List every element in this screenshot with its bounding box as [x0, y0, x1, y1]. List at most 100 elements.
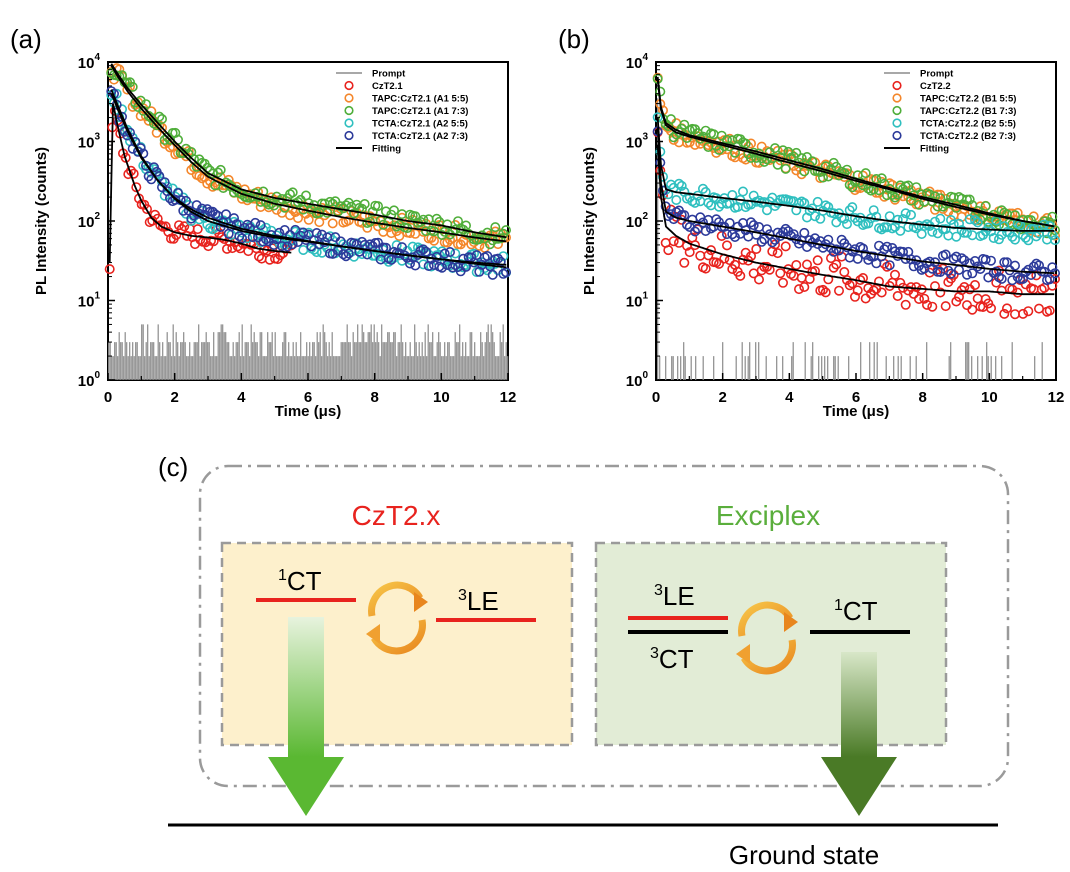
data-point — [213, 167, 224, 178]
data-point — [274, 197, 285, 208]
legend-swatch — [344, 118, 354, 128]
data-point — [716, 231, 727, 242]
data-point — [769, 201, 780, 212]
data-point — [940, 249, 951, 260]
data-point — [482, 251, 493, 262]
data-point — [900, 299, 911, 310]
exciplex-title: Exciplex — [716, 500, 820, 531]
data-point — [142, 204, 153, 215]
data-point — [157, 114, 168, 125]
fitting-line — [108, 103, 292, 263]
data-point — [127, 81, 138, 92]
data-point — [881, 241, 892, 252]
data-point — [689, 139, 700, 150]
data-point — [254, 251, 265, 262]
data-point — [847, 202, 858, 213]
isc-risc-cycle-right-icon — [736, 601, 798, 675]
legend-swatch — [344, 105, 354, 116]
data-point — [442, 219, 453, 230]
legend-label: TAPC:CzT2.1 (A1 7:3) — [372, 106, 468, 117]
data-point — [911, 282, 922, 293]
data-point — [490, 222, 501, 233]
y-tick-label: 104 — [78, 52, 101, 72]
data-point — [287, 187, 298, 198]
data-point — [905, 209, 916, 220]
data-point — [948, 219, 959, 230]
data-point — [418, 259, 429, 270]
data-point — [458, 236, 469, 247]
data-point — [956, 253, 967, 264]
data-point — [1001, 303, 1012, 314]
data-point — [756, 236, 767, 247]
data-point — [767, 237, 778, 248]
data-point — [841, 219, 852, 230]
legend-label: TCTA:CzT2.2 (B2 5:5) — [920, 119, 1016, 130]
left-1ct-label: 1CT — [278, 566, 322, 596]
data-point — [663, 245, 674, 256]
data-point — [831, 259, 842, 270]
data-point — [804, 205, 815, 216]
data-point — [788, 229, 799, 240]
legend-swatch — [892, 80, 902, 91]
ticks-b: 0 2 4 6 8 10 12 100 101 102 103 104 — [626, 52, 1065, 406]
x-tick-label: 2 — [718, 389, 726, 406]
data-point — [788, 270, 799, 281]
data-point — [761, 205, 772, 216]
data-point — [753, 222, 764, 233]
data-point — [785, 149, 796, 160]
data-point — [1017, 308, 1028, 319]
y-tick-label: 100 — [78, 370, 101, 390]
data-point — [234, 231, 245, 242]
data-point — [761, 261, 772, 272]
data-point — [900, 208, 911, 219]
data-point — [362, 222, 373, 233]
data-point — [203, 241, 214, 252]
data-point — [927, 226, 938, 237]
data-point — [969, 215, 980, 226]
data-point — [748, 220, 759, 231]
data-point — [761, 224, 772, 235]
data-point — [809, 265, 820, 276]
data-point — [671, 195, 682, 206]
fitting-line — [656, 76, 1055, 228]
data-point — [775, 268, 786, 279]
data-point — [745, 152, 756, 163]
data-point — [809, 211, 820, 222]
data-point — [420, 246, 431, 257]
data-point — [1047, 211, 1058, 222]
legend-label: CzT2.2 — [920, 81, 951, 92]
data-point — [919, 293, 930, 304]
data-point — [194, 171, 205, 182]
data-point — [689, 226, 700, 237]
data-point — [215, 164, 226, 175]
data-point — [471, 250, 482, 261]
data-point — [271, 234, 282, 245]
data-point — [956, 225, 967, 236]
data-point — [695, 250, 706, 261]
right-3le-label: 3LE — [654, 581, 695, 611]
data-point — [147, 215, 158, 226]
data-point — [809, 233, 820, 244]
data-point — [983, 298, 994, 309]
data-point — [833, 285, 844, 296]
data-point — [1023, 306, 1034, 317]
data-point — [700, 125, 711, 136]
data-point — [195, 234, 206, 245]
data-point — [935, 287, 946, 298]
data-point — [895, 225, 906, 236]
data-point — [820, 287, 831, 298]
data-point — [282, 241, 293, 252]
data-point — [303, 214, 314, 225]
y-axis-label-b: PL Intensity (counts) — [581, 147, 598, 295]
data-point — [439, 248, 450, 259]
data-point — [852, 285, 863, 296]
data-point — [876, 224, 887, 235]
y-tick-label: 103 — [78, 132, 101, 152]
data-point — [831, 217, 842, 228]
data-point — [258, 236, 269, 247]
data-point — [961, 300, 972, 311]
data-point — [791, 259, 802, 270]
data-point — [833, 245, 844, 256]
fitting-line — [656, 127, 1055, 275]
